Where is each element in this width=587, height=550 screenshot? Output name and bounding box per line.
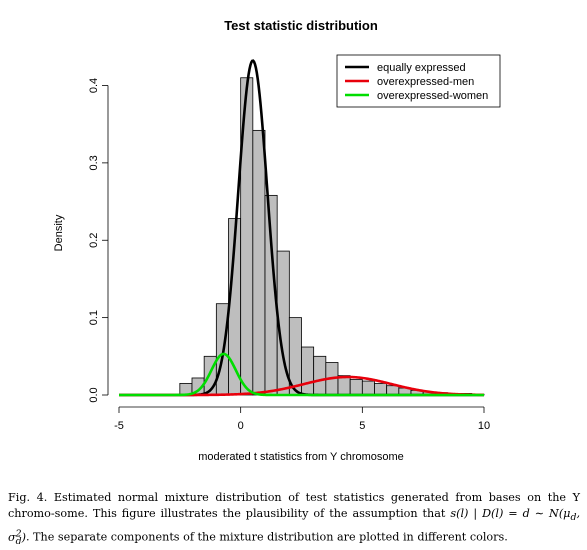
y-tick-label: 0.3	[88, 155, 100, 170]
legend-label: overexpressed-men	[377, 76, 474, 88]
x-tick-label: 10	[478, 420, 490, 432]
x-tick-label: 5	[359, 420, 365, 432]
histogram-bar	[313, 355, 327, 396]
histogram-bar	[386, 385, 400, 396]
y-tick-label: 0.0	[88, 387, 100, 402]
histogram-bar	[361, 380, 375, 396]
chart-title: Test statistic distribution	[224, 18, 378, 33]
mixture-curves	[119, 59, 485, 397]
histogram-bars	[179, 77, 485, 396]
histogram-bar	[301, 346, 315, 396]
y-tick-label: 0.4	[88, 78, 100, 93]
figure-caption: Fig. 4. Estimated normal mixture distrib…	[8, 490, 580, 550]
x-tick-label: 0	[238, 420, 244, 432]
y-axis-label: Density	[53, 214, 65, 251]
y-tick-label: 0.2	[88, 233, 100, 248]
caption-part2: . The separate components of the mixture…	[25, 530, 508, 544]
legend-label: equally expressed	[377, 62, 466, 74]
caption-part1: Fig. 4. Estimated normal mixture distrib…	[8, 491, 580, 520]
y-tick-label: 0.1	[88, 310, 100, 325]
x-axis: -5 0 5 10	[114, 406, 490, 432]
x-axis-label: moderated t statistics from Y chromosome	[198, 451, 404, 463]
x-tick-label: -5	[114, 420, 124, 432]
histogram-bar	[349, 379, 363, 396]
legend-label: overexpressed-women	[377, 90, 488, 102]
histogram-bar	[252, 129, 266, 396]
y-axis: 0.0 0.1 0.2 0.3 0.4	[88, 78, 109, 403]
density-curve	[119, 352, 484, 397]
histogram-chart: Test statistic distribution -5 0 5 10 0.00.…	[53, 18, 501, 463]
legend: equally expressed overexpressed-men overex…	[336, 54, 501, 108]
caption-math: s(l) | D(l) = d ∼ N(μd, σ2d)	[8, 507, 580, 548]
histogram-bar	[374, 382, 388, 396]
